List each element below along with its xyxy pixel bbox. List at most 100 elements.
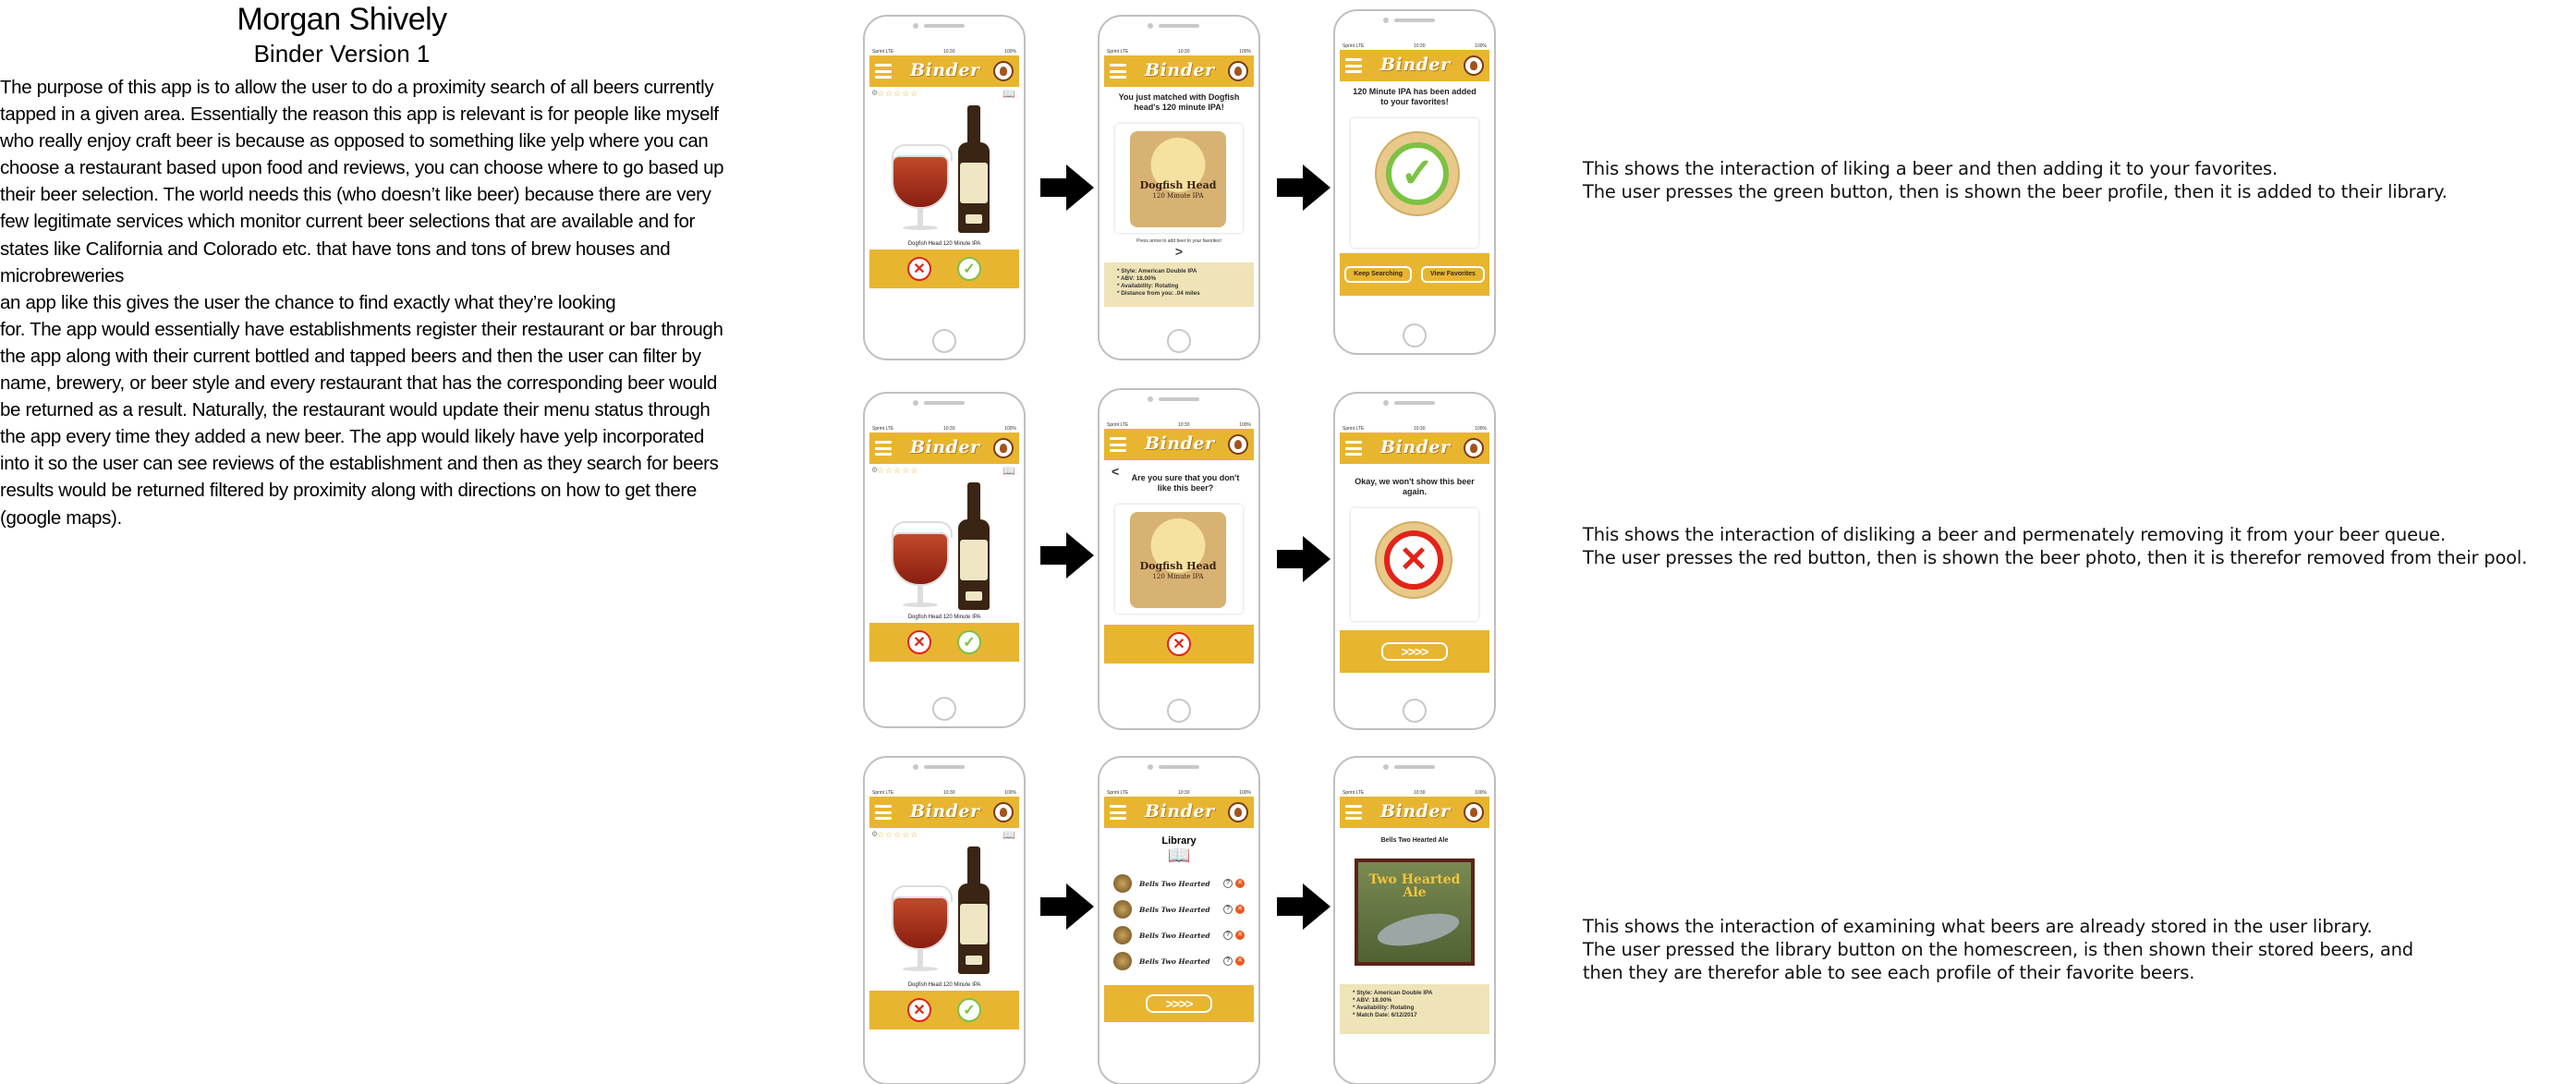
menu-icon[interactable] [1110, 437, 1126, 452]
app-logo: Binder [1380, 801, 1451, 822]
beer-photo [869, 841, 1019, 980]
speaker [924, 24, 965, 28]
home-button[interactable] [932, 697, 956, 721]
settings-icon[interactable]: ⚙ [871, 89, 879, 97]
menu-icon[interactable] [1345, 441, 1362, 456]
beer-name: Dogfish Head 120 Minute IPA [907, 982, 981, 988]
dislike-button[interactable]: ✕ [907, 630, 931, 654]
beer-thumbnail [1113, 874, 1132, 893]
caption-like-line1: This shows the interaction of liking a b… [1583, 158, 2278, 179]
profile-avatar[interactable] [1228, 802, 1248, 822]
profile-avatar[interactable] [993, 61, 1014, 81]
menu-icon[interactable] [1110, 64, 1126, 79]
library-item[interactable]: Bells Two Hearted ? ✕ [1104, 871, 1254, 896]
dislike-button[interactable]: ✕ [907, 257, 931, 281]
info-icon[interactable]: ? [1223, 879, 1233, 888]
menu-icon[interactable] [1110, 805, 1126, 820]
like-button[interactable]: ✓ [957, 257, 981, 281]
library-icon[interactable]: 📖 [1002, 89, 1015, 100]
app-logo: Binder [910, 60, 980, 80]
beer-info-box: * Style: American Double IPA * ABV: 18.0… [1340, 984, 1489, 1034]
dislike-button[interactable]: ✕ [907, 998, 931, 1022]
settings-icon[interactable]: ⚙ [871, 466, 879, 474]
added-message: 120 Minute IPA has been added to your fa… [1353, 87, 1476, 106]
rating-stars[interactable]: ☆☆☆☆☆ [877, 830, 919, 839]
book-icon: 📖 [1167, 846, 1191, 866]
status-bar: Sprint LTE 10:30 100% [1104, 48, 1254, 55]
status-bar: Sprint LTE 10:30 100% [869, 789, 1019, 797]
keep-searching-button[interactable]: Keep Searching [1344, 266, 1412, 283]
profile-avatar[interactable] [993, 438, 1014, 458]
app-bar: Binder [1104, 55, 1254, 87]
camera-dot [913, 23, 918, 29]
phone-home-library: Sprint LTE 10:30 100% Binder ⚙ ☆☆☆☆☆ 📖 Dog… [863, 756, 1026, 1084]
home-button[interactable] [1167, 329, 1191, 353]
intro-section: Morgan Shively Binder Version 1 The purp… [0, 0, 795, 531]
profile-avatar[interactable] [993, 802, 1014, 822]
beer-label-card: Dogfish Head 120 Minute IPA [1115, 505, 1243, 614]
remove-icon[interactable]: ✕ [1235, 931, 1245, 940]
app-bar: Binder [1340, 797, 1489, 828]
menu-icon[interactable] [875, 805, 892, 820]
info-icon[interactable]: ? [1223, 905, 1233, 914]
remove-icon[interactable]: ✕ [1235, 956, 1245, 966]
view-favorites-button[interactable]: View Favorites [1421, 266, 1485, 283]
menu-icon[interactable] [1345, 58, 1362, 73]
continue-arrows-button[interactable]: >>>> [1381, 642, 1448, 661]
phone-library: Sprint LTE 10:30 100% Binder Library 📖 Bel… [1098, 756, 1260, 1084]
dogfish-label-image: Dogfish Head 120 Minute IPA [1130, 131, 1226, 227]
app-logo: Binder [1145, 433, 1215, 454]
profile-avatar[interactable] [1228, 434, 1248, 455]
continue-arrows-button[interactable]: >>>> [1146, 994, 1212, 1013]
app-bar: Binder [1340, 432, 1489, 464]
caption-library-line3: then they are therefor able to see each … [1583, 962, 2195, 983]
library-icon[interactable]: 📖 [1002, 466, 1015, 477]
back-chevron-icon[interactable]: < [1112, 464, 1120, 479]
status-bar: Sprint LTE 10:30 100% [869, 48, 1019, 55]
home-button[interactable] [1403, 699, 1427, 723]
phone-home-dislike: Sprint LTE 10:30 100% Binder ⚙ ☆☆☆☆☆ 📖 Dog… [863, 392, 1026, 728]
caption-library-line2: The user pressed the library button on t… [1583, 939, 2413, 960]
home-button[interactable] [1167, 699, 1191, 723]
menu-icon[interactable] [875, 64, 892, 79]
beer-label-card: Dogfish Head 120 Minute IPA [1115, 124, 1243, 233]
menu-icon[interactable] [1345, 805, 1362, 820]
settings-icon[interactable]: ⚙ [871, 830, 879, 838]
info-icon[interactable]: ? [1223, 931, 1233, 940]
beer-photo [869, 477, 1019, 612]
chevron-right-icon[interactable]: > [1174, 244, 1184, 259]
status-bar: Sprint LTE 10:30 100% [1340, 43, 1489, 50]
okay-message: Okay, we won't show this beer again. [1355, 477, 1475, 496]
flow-arrow-icon [1040, 532, 1096, 579]
library-item[interactable]: Bells Two Hearted ? ✕ [1104, 948, 1254, 974]
profile-avatar[interactable] [1464, 438, 1484, 458]
phone-match-profile: Sprint LTE 10:30 100% Binder You just matc… [1098, 15, 1260, 360]
status-bar: Sprint LTE 10:30 100% [1340, 789, 1489, 797]
action-bar: ✕ ✓ [869, 250, 1019, 288]
library-item[interactable]: Bells Two Hearted ? ✕ [1104, 896, 1254, 922]
like-button[interactable]: ✓ [957, 630, 981, 654]
removed-card: ✕ [1351, 508, 1478, 621]
home-button[interactable] [1403, 323, 1427, 347]
remove-icon[interactable]: ✕ [1235, 905, 1245, 914]
beer-name: Dogfish Head 120 Minute IPA [907, 615, 981, 620]
menu-icon[interactable] [875, 441, 892, 456]
profile-title: Bells Two Hearted Ale [1380, 837, 1449, 844]
remove-icon[interactable]: ✕ [1235, 879, 1245, 888]
info-icon[interactable]: ? [1223, 956, 1233, 966]
dislike-button[interactable]: ✕ [1167, 632, 1191, 656]
profile-avatar[interactable] [1228, 61, 1248, 81]
status-bar: Sprint LTE 10:30 100% [1340, 425, 1489, 432]
rating-stars[interactable]: ☆☆☆☆☆ [877, 89, 919, 98]
like-button[interactable]: ✓ [957, 998, 981, 1022]
flow-arrow-icon [1277, 164, 1332, 211]
home-button[interactable] [932, 329, 956, 353]
favorites-actions: Keep Searching View Favorites [1340, 253, 1489, 296]
library-item[interactable]: Bells Two Hearted ? ✕ [1104, 922, 1254, 948]
match-message: You just matched with Dogfish head's 120… [1118, 92, 1240, 112]
rating-stars[interactable]: ☆☆☆☆☆ [877, 466, 919, 475]
library-icon[interactable]: 📖 [1002, 830, 1015, 841]
caption-library-line1: This shows the interaction of examining … [1583, 916, 2373, 937]
profile-avatar[interactable] [1464, 802, 1484, 822]
profile-avatar[interactable] [1464, 55, 1484, 76]
